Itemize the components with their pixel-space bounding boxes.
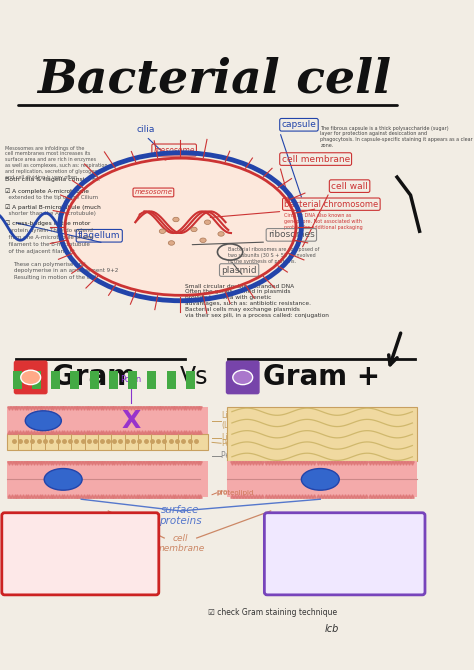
Ellipse shape xyxy=(200,238,206,243)
Text: Periplasmic space: Periplasmic space xyxy=(221,452,290,460)
Text: surface
proteins: surface proteins xyxy=(159,505,202,526)
Bar xyxy=(51,371,60,389)
Text: ☑ check Gram staining technique: ☑ check Gram staining technique xyxy=(208,608,337,617)
Text: cilia: cilia xyxy=(137,125,155,134)
FancyBboxPatch shape xyxy=(227,361,259,394)
Ellipse shape xyxy=(173,217,179,222)
Text: Vs: Vs xyxy=(180,365,208,389)
Text: mesosome: mesosome xyxy=(154,145,195,155)
Bar xyxy=(147,371,156,389)
Text: from one A-microtubule of one: from one A-microtubule of one xyxy=(5,235,92,240)
Ellipse shape xyxy=(159,229,165,233)
Text: Gram staining.: Gram staining. xyxy=(11,564,83,574)
Text: depolymerise in an arrangement 9+2: depolymerise in an arrangement 9+2 xyxy=(14,268,118,273)
Bar xyxy=(228,407,417,462)
Text: Circular DNA also known as
genophore. Not associated with
protein for additional: Circular DNA also known as genophore. No… xyxy=(284,213,363,230)
Bar xyxy=(32,371,41,389)
Bar xyxy=(7,462,208,497)
Ellipse shape xyxy=(233,371,253,385)
Text: Both cilia & flagella consist of:: Both cilia & flagella consist of: xyxy=(5,177,100,182)
Text: ☑ cross-bridges of the motor: ☑ cross-bridges of the motor xyxy=(5,220,90,226)
Text: The fibrous capsule is a thick polysaccharide (sugar)
layer for protection again: The fibrous capsule is a thick polysacch… xyxy=(320,126,473,148)
Ellipse shape xyxy=(21,371,41,385)
Text: Gram -: Gram - xyxy=(52,363,157,391)
FancyBboxPatch shape xyxy=(14,361,47,394)
FancyBboxPatch shape xyxy=(2,513,159,595)
Text: light microscope: light microscope xyxy=(11,543,91,553)
Text: ☑ A complete A-microtubule: ☑ A complete A-microtubule xyxy=(5,188,89,194)
Text: proteolipid: proteolipid xyxy=(217,490,254,496)
Bar xyxy=(90,371,99,389)
Ellipse shape xyxy=(168,241,174,245)
Text: flagellum: flagellum xyxy=(78,231,120,241)
Ellipse shape xyxy=(204,220,210,224)
Text: cell
membrane: cell membrane xyxy=(156,533,205,553)
Text: Porin: Porin xyxy=(120,375,141,384)
Text: under: under xyxy=(66,532,98,542)
Text: Gram + bacteria: Gram + bacteria xyxy=(273,521,354,531)
Ellipse shape xyxy=(191,227,197,232)
Text: appear: appear xyxy=(273,532,310,542)
Bar xyxy=(186,371,195,389)
Text: Lipoprotein: Lipoprotein xyxy=(221,433,264,442)
Bar xyxy=(7,434,208,450)
Text: filament to the B-microtubule: filament to the B-microtubule xyxy=(5,242,90,247)
Text: shorter than the A-microtubule): shorter than the A-microtubule) xyxy=(5,211,95,216)
Text: Small circular double - stranded DNA
Often the genes carried in plasmids
provide: Small circular double - stranded DNA Oft… xyxy=(185,283,329,318)
Text: following gram staining: following gram staining xyxy=(273,553,387,563)
Bar xyxy=(228,462,417,497)
Text: Mesosomes are infoldings of the
cell membranes most increases its
surface area a: Mesosomes are infoldings of the cell mem… xyxy=(5,145,107,180)
Text: Bacterial ribosomes are composed of
two subunits (30 S + 50 S) involved
in the s: Bacterial ribosomes are composed of two … xyxy=(228,247,319,264)
Text: Peptidoglycan: Peptidoglycan xyxy=(221,439,275,448)
Text: cell membrane: cell membrane xyxy=(282,155,350,163)
Ellipse shape xyxy=(66,159,295,294)
Text: Resulting in motion of the cell: Resulting in motion of the cell xyxy=(14,275,96,279)
FancyBboxPatch shape xyxy=(264,513,425,595)
Text: proteolipid: proteolipid xyxy=(217,488,254,494)
Text: capsule: capsule xyxy=(282,121,316,129)
Ellipse shape xyxy=(301,468,339,490)
Text: cell wall: cell wall xyxy=(331,182,368,191)
Text: of the adjacent filament: of the adjacent filament xyxy=(5,249,74,255)
Text: Bacterial cell: Bacterial cell xyxy=(37,57,391,103)
Text: red: red xyxy=(45,532,65,542)
Text: Lipopolysaccharide
(LPS): Lipopolysaccharide (LPS) xyxy=(221,411,295,430)
Text: blue/purple: blue/purple xyxy=(308,531,372,541)
Text: appear: appear xyxy=(11,532,48,542)
Text: plasmid: plasmid xyxy=(221,265,257,275)
Ellipse shape xyxy=(218,232,224,237)
Text: lcb: lcb xyxy=(325,624,339,634)
Text: ribosomes: ribosomes xyxy=(268,230,315,239)
Text: protein dynein They do extend: protein dynein They do extend xyxy=(5,228,92,232)
Ellipse shape xyxy=(44,468,82,490)
Bar xyxy=(70,371,80,389)
Text: following: following xyxy=(11,553,55,563)
Text: mesosome: mesosome xyxy=(135,190,173,196)
Text: Gram +: Gram + xyxy=(264,363,381,391)
Bar xyxy=(128,371,137,389)
Bar xyxy=(13,371,22,389)
Bar xyxy=(109,371,118,389)
Text: bacterial chromosome: bacterial chromosome xyxy=(284,200,378,208)
Text: These can polymerise and: These can polymerise and xyxy=(14,262,86,267)
Bar xyxy=(7,407,208,434)
Ellipse shape xyxy=(25,411,61,431)
Text: X: X xyxy=(121,409,140,433)
Bar xyxy=(167,371,176,389)
Text: under light microscope: under light microscope xyxy=(273,543,385,553)
Text: Gram - bacteria: Gram - bacteria xyxy=(11,521,88,531)
Text: extended to the tip of the Cilium: extended to the tip of the Cilium xyxy=(5,195,98,200)
Text: ☑ A partial B-microtubule (much: ☑ A partial B-microtubule (much xyxy=(5,204,100,210)
